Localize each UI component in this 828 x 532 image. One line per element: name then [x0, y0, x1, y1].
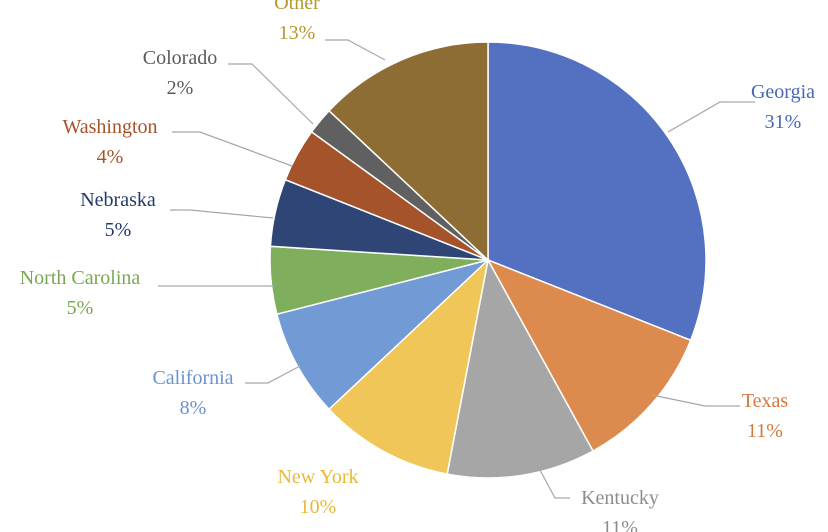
slice-label-other: Other [274, 0, 320, 14]
pie-slice-kentucky [446, 257, 595, 479]
pie-slice-texas [486, 258, 692, 453]
slice-value-texas: 11% [747, 420, 783, 442]
slice-label-new-york: New York [277, 466, 358, 488]
leader-lines [158, 39, 755, 499]
pie-slice-other [328, 41, 489, 262]
leader-line-georgia [667, 101, 755, 133]
slice-label-texas: Texas [742, 390, 789, 412]
slice-value-new-york: 10% [300, 496, 337, 518]
slice-value-california: 8% [180, 397, 207, 419]
slice-value-nebraska: 5% [105, 219, 132, 241]
pie-slice-georgia [487, 41, 707, 342]
leader-line-other [325, 39, 386, 61]
leader-line-california [245, 365, 301, 384]
slice-label-washington: Washington [62, 116, 157, 138]
slice-value-washington: 4% [97, 146, 124, 168]
slice-value-north-carolina: 5% [67, 297, 94, 319]
slice-label-north-carolina: North Carolina [20, 267, 141, 289]
leader-line-kentucky [539, 469, 570, 499]
slice-label-nebraska: Nebraska [80, 189, 156, 211]
slice-value-kentucky: 11% [602, 517, 638, 532]
slice-value-colorado: 2% [167, 77, 194, 99]
slice-value-other: 13% [279, 22, 316, 44]
leader-line-washington [172, 131, 293, 167]
slice-label-georgia: Georgia [751, 81, 815, 103]
leader-line-colorado [228, 63, 314, 125]
leader-line-texas [651, 394, 740, 407]
pie-slice-california [275, 259, 489, 411]
slice-value-georgia: 31% [765, 111, 802, 133]
slice-labels: Georgia 31% Texas 11% Kentucky 11% New York 10%… [20, 0, 815, 532]
slice-label-kentucky: Kentucky [581, 487, 659, 509]
slice-label-california: California [152, 367, 233, 389]
leader-line-nebraska [170, 209, 274, 219]
slice-label-colorado: Colorado [143, 47, 217, 69]
pie-slices [269, 41, 707, 479]
pie-slice-new-york [328, 257, 490, 476]
